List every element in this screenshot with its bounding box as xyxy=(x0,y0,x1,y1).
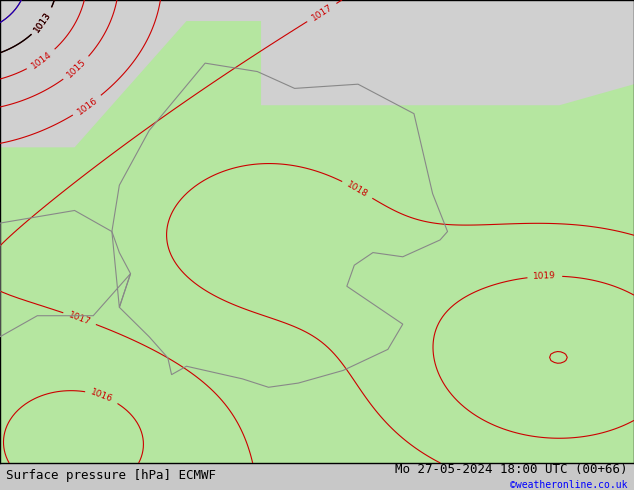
Text: Surface pressure [hPa] ECMWF: Surface pressure [hPa] ECMWF xyxy=(6,468,216,482)
Text: 1019: 1019 xyxy=(533,271,557,281)
Polygon shape xyxy=(0,0,335,147)
Text: 1013: 1013 xyxy=(33,10,53,34)
Text: Mo 27-05-2024 18:00 UTC (00+66): Mo 27-05-2024 18:00 UTC (00+66) xyxy=(395,463,628,476)
Text: 1017: 1017 xyxy=(309,2,334,23)
Text: 1015: 1015 xyxy=(65,57,88,79)
Polygon shape xyxy=(261,0,634,105)
Text: 1016: 1016 xyxy=(89,388,114,404)
Text: 1017: 1017 xyxy=(67,310,92,327)
Text: ©weatheronline.co.uk: ©weatheronline.co.uk xyxy=(510,480,628,490)
Text: 1016: 1016 xyxy=(75,95,99,116)
Text: 1013: 1013 xyxy=(33,10,53,34)
Text: 1014: 1014 xyxy=(30,49,53,70)
Text: 1018: 1018 xyxy=(346,180,370,199)
